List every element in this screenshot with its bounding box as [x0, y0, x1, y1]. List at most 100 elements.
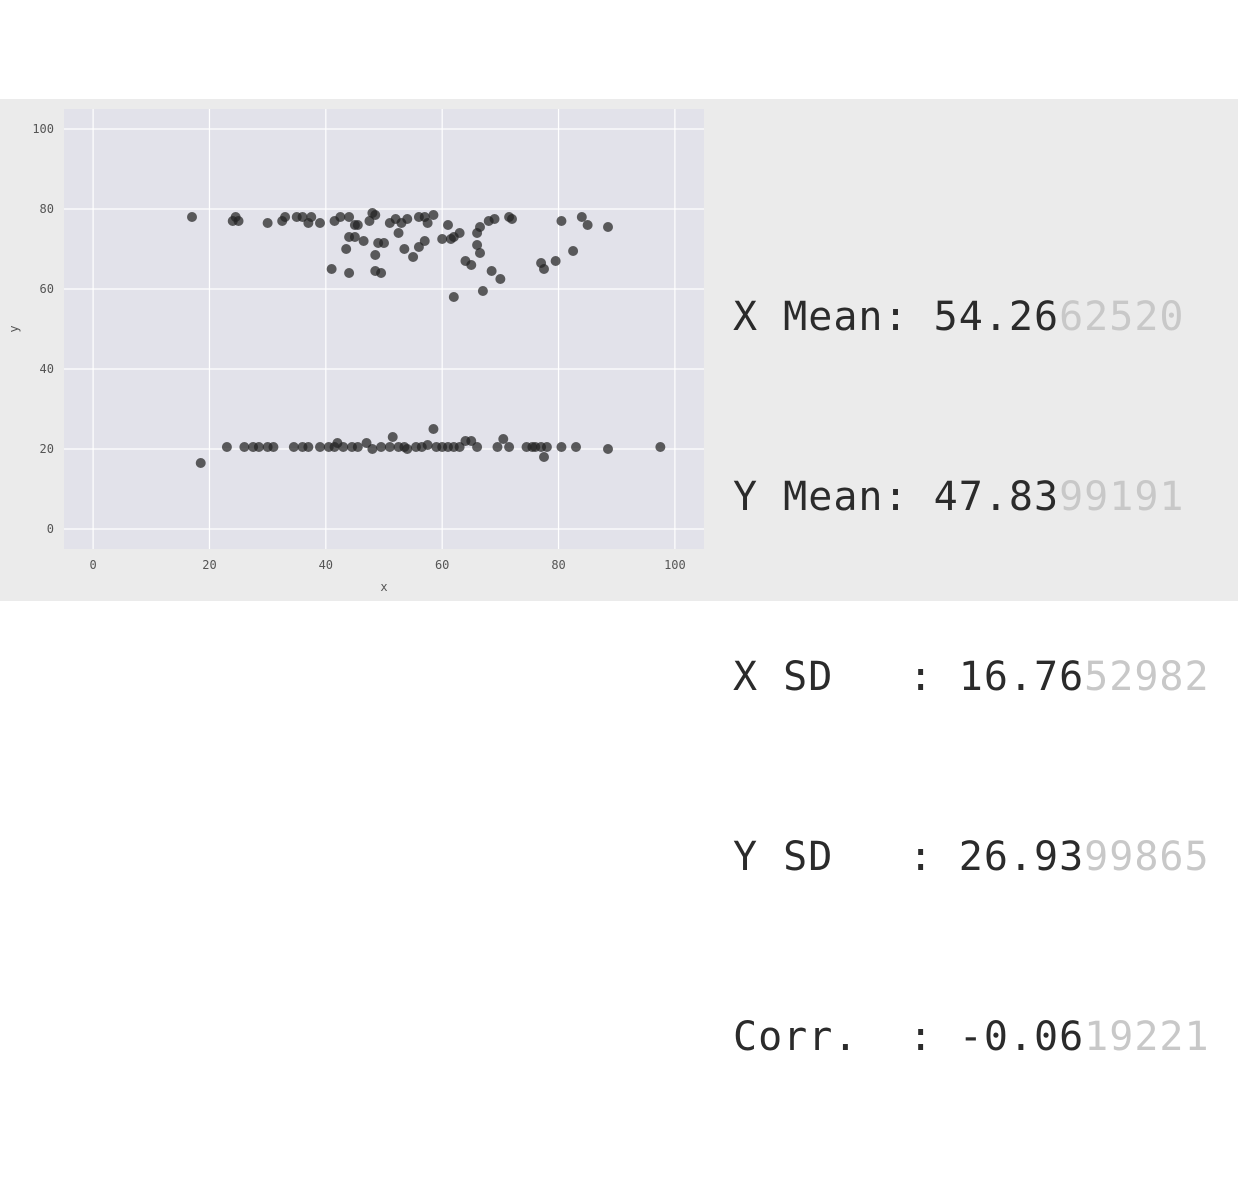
data-point [402, 444, 413, 454]
data-point [367, 444, 378, 454]
stat-value: 16.76 [958, 654, 1085, 700]
y-tick-label: 0 [47, 522, 54, 536]
x-tick-label: 0 [89, 558, 96, 572]
stat-label: X SD : [733, 654, 959, 700]
data-point [489, 214, 500, 224]
data-point [568, 246, 579, 256]
data-point [539, 264, 549, 274]
data-point [379, 238, 389, 248]
data-point [466, 260, 477, 270]
x-tick-label: 100 [664, 558, 686, 572]
data-point [376, 442, 387, 452]
stat-value: 26.93 [958, 834, 1085, 880]
data-point [315, 218, 325, 228]
data-point [472, 240, 483, 250]
data-point [370, 210, 381, 220]
data-point [603, 444, 613, 454]
data-point [402, 214, 413, 224]
stat-value: 54.26 [933, 294, 1060, 340]
stat-x-mean: X Mean: 54.2662520 [733, 287, 1210, 347]
data-point [550, 256, 561, 266]
data-point [556, 216, 567, 226]
data-point [233, 216, 244, 226]
data-point [541, 442, 552, 452]
data-point [582, 220, 593, 230]
data-point [504, 442, 515, 452]
y-tick-label: 40 [40, 362, 54, 376]
data-point [507, 214, 517, 224]
data-point [475, 222, 485, 232]
data-point [437, 234, 448, 244]
data-point [477, 286, 488, 296]
grid-lines [64, 109, 704, 549]
data-point [280, 212, 291, 222]
tick-labels: 0 20 40 60 80 100 0 20 40 60 80 100 [32, 122, 685, 572]
stat-label: Y SD : [733, 834, 959, 880]
x-tick-label: 40 [319, 558, 333, 572]
stat-value-faded: 99191 [1059, 474, 1185, 520]
y-tick-label: 100 [32, 122, 54, 136]
data-point [370, 250, 381, 260]
data-point [344, 212, 355, 222]
data-point [315, 442, 325, 452]
data-point [352, 442, 363, 452]
data-point [262, 218, 273, 228]
summary-statistics: X Mean: 54.2662520 Y Mean: 47.8399191 X … [733, 167, 1210, 1187]
data-point [443, 220, 453, 230]
stat-x-sd: X SD : 16.7652982 [733, 647, 1210, 707]
data-point [422, 440, 433, 450]
data-point [195, 458, 206, 468]
data-point [454, 228, 465, 238]
stat-y-sd: Y SD : 26.9399865 [733, 827, 1210, 887]
data-point [472, 442, 483, 452]
data-point [335, 212, 346, 222]
stat-value-faded: 19221 [1084, 1014, 1210, 1060]
data-point [288, 442, 299, 452]
data-point [239, 442, 250, 452]
figure-panel: 0 20 40 60 80 100 0 20 40 60 80 100 x y X Mean: 54.… [0, 99, 1238, 1060]
data-point [486, 266, 497, 276]
data-point [352, 220, 363, 230]
data-points [187, 208, 666, 468]
data-point [556, 442, 567, 452]
data-point [498, 434, 509, 444]
data-point [408, 252, 419, 262]
data-point [571, 442, 581, 452]
stat-value: -0.06 [958, 1014, 1085, 1060]
data-point [268, 442, 279, 452]
data-point [603, 222, 613, 232]
data-point [221, 442, 232, 452]
y-tick-label: 80 [40, 202, 54, 216]
data-point [445, 234, 456, 244]
data-point [344, 268, 355, 278]
data-point [448, 292, 459, 302]
stat-correlation: Corr. : -0.0619221 [733, 1007, 1210, 1067]
data-point [326, 264, 337, 274]
data-point [187, 212, 197, 222]
data-point [253, 442, 264, 452]
stat-value-faded: 52982 [1084, 654, 1210, 700]
data-point [422, 218, 433, 228]
stat-y-mean: Y Mean: 47.8399191 [733, 467, 1210, 527]
data-point [539, 452, 549, 462]
stat-value-faded: 62520 [1059, 294, 1185, 340]
stat-value-faded: 99865 [1084, 834, 1210, 880]
data-point [387, 432, 398, 442]
data-point [492, 442, 503, 452]
y-tick-label: 20 [40, 442, 54, 456]
stat-value: 47.83 [933, 474, 1060, 520]
data-point [576, 212, 587, 222]
stat-label: Y Mean: [733, 474, 934, 520]
scatter-chart: 0 20 40 60 80 100 0 20 40 60 80 100 x y [7, 109, 704, 594]
data-point [399, 244, 410, 254]
data-point [303, 442, 314, 452]
data-point [306, 212, 317, 222]
y-axis-label: y [7, 325, 21, 332]
stat-label: Corr. : [733, 1014, 959, 1060]
data-point [349, 232, 360, 242]
x-tick-label: 20 [202, 558, 216, 572]
data-point [419, 236, 430, 246]
x-axis-label: x [380, 580, 387, 594]
data-point [428, 210, 439, 220]
data-point [384, 442, 395, 452]
